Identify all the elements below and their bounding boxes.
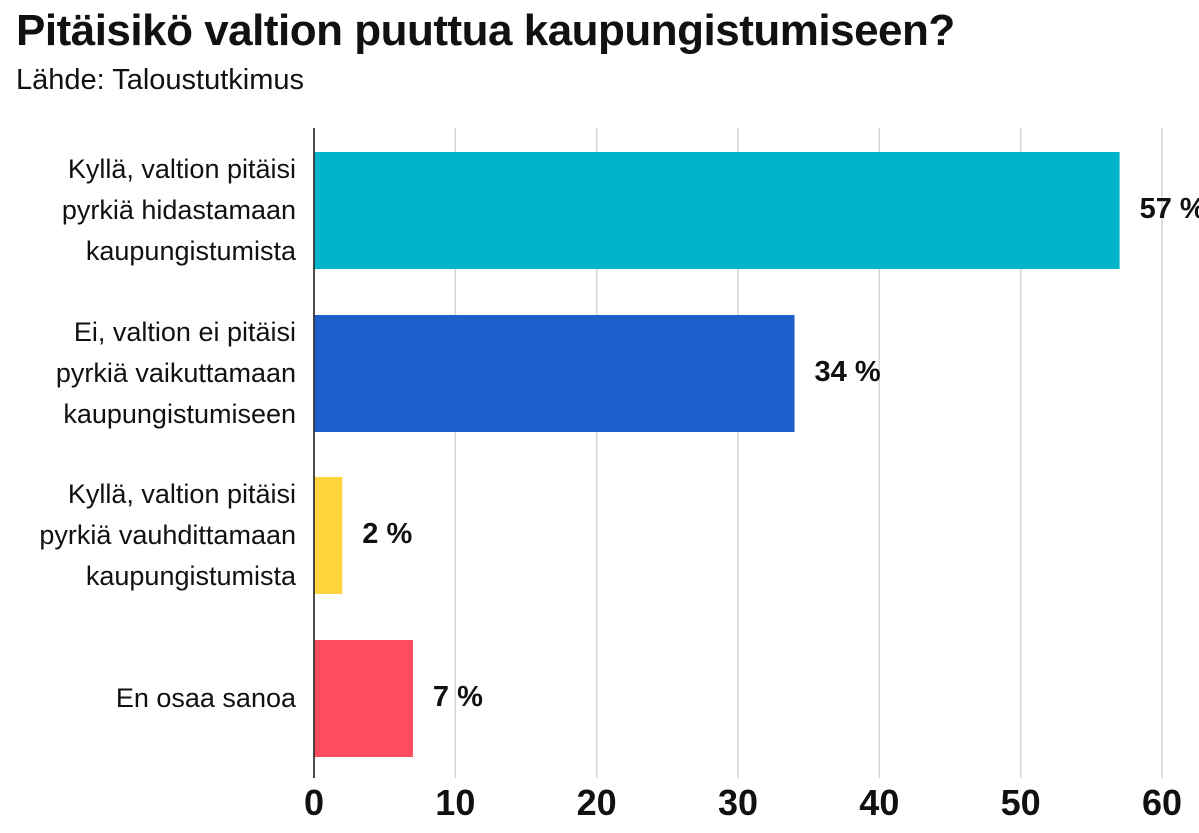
category-label-line: pyrkiä vauhdittamaan xyxy=(39,520,296,550)
chart-title: Pitäisikö valtion puuttua kaupungistumis… xyxy=(16,6,955,55)
x-tick-label: 0 xyxy=(303,782,325,823)
value-label-3: 7 % xyxy=(432,680,483,713)
category-label-line: pyrkiä hidastamaan xyxy=(61,195,296,225)
chart-subtitle: Lähde: Taloustutkimus xyxy=(16,64,305,96)
bars xyxy=(314,152,1120,757)
x-tick-label: 10 xyxy=(435,782,476,823)
x-tick-label: 30 xyxy=(717,782,759,823)
x-tick-label: 60 xyxy=(1141,782,1183,823)
category-label-3: En osaa sanoa xyxy=(0,678,296,719)
bar-1 xyxy=(314,315,795,432)
category-label-line: kaupungistumiseen xyxy=(63,399,296,429)
category-label-2: Kyllä, valtion pitäisi pyrkiä vauhdittama… xyxy=(0,474,296,597)
category-label-1: Ei, valtion ei pitäisi pyrkiä vaikuttamaa… xyxy=(0,312,296,435)
bar-2 xyxy=(314,477,343,594)
value-label-0: 57 % xyxy=(1139,192,1199,225)
x-tick-label: 40 xyxy=(859,782,900,823)
category-label-line: kaupungistumista xyxy=(85,561,296,591)
x-tick-label: 50 xyxy=(1000,782,1041,823)
x-tick-label: 20 xyxy=(576,782,617,823)
category-label-line: kaupungistumista xyxy=(85,236,296,266)
category-label-line: Ei, valtion ei pitäisi xyxy=(73,317,296,347)
category-label-line: En osaa sanoa xyxy=(115,683,296,713)
bar-0 xyxy=(314,152,1120,269)
category-label-line: pyrkiä vaikuttamaan xyxy=(55,358,296,388)
value-label-2: 2 % xyxy=(362,517,413,550)
category-label-line: Kyllä, valtion pitäisi xyxy=(67,479,296,509)
category-label-0: Kyllä, valtion pitäisi pyrkiä hidastamaan… xyxy=(0,149,296,272)
value-label-1: 34 % xyxy=(814,355,881,388)
category-label-line: Kyllä, valtion pitäisi xyxy=(67,154,296,184)
bar-3 xyxy=(314,640,413,757)
